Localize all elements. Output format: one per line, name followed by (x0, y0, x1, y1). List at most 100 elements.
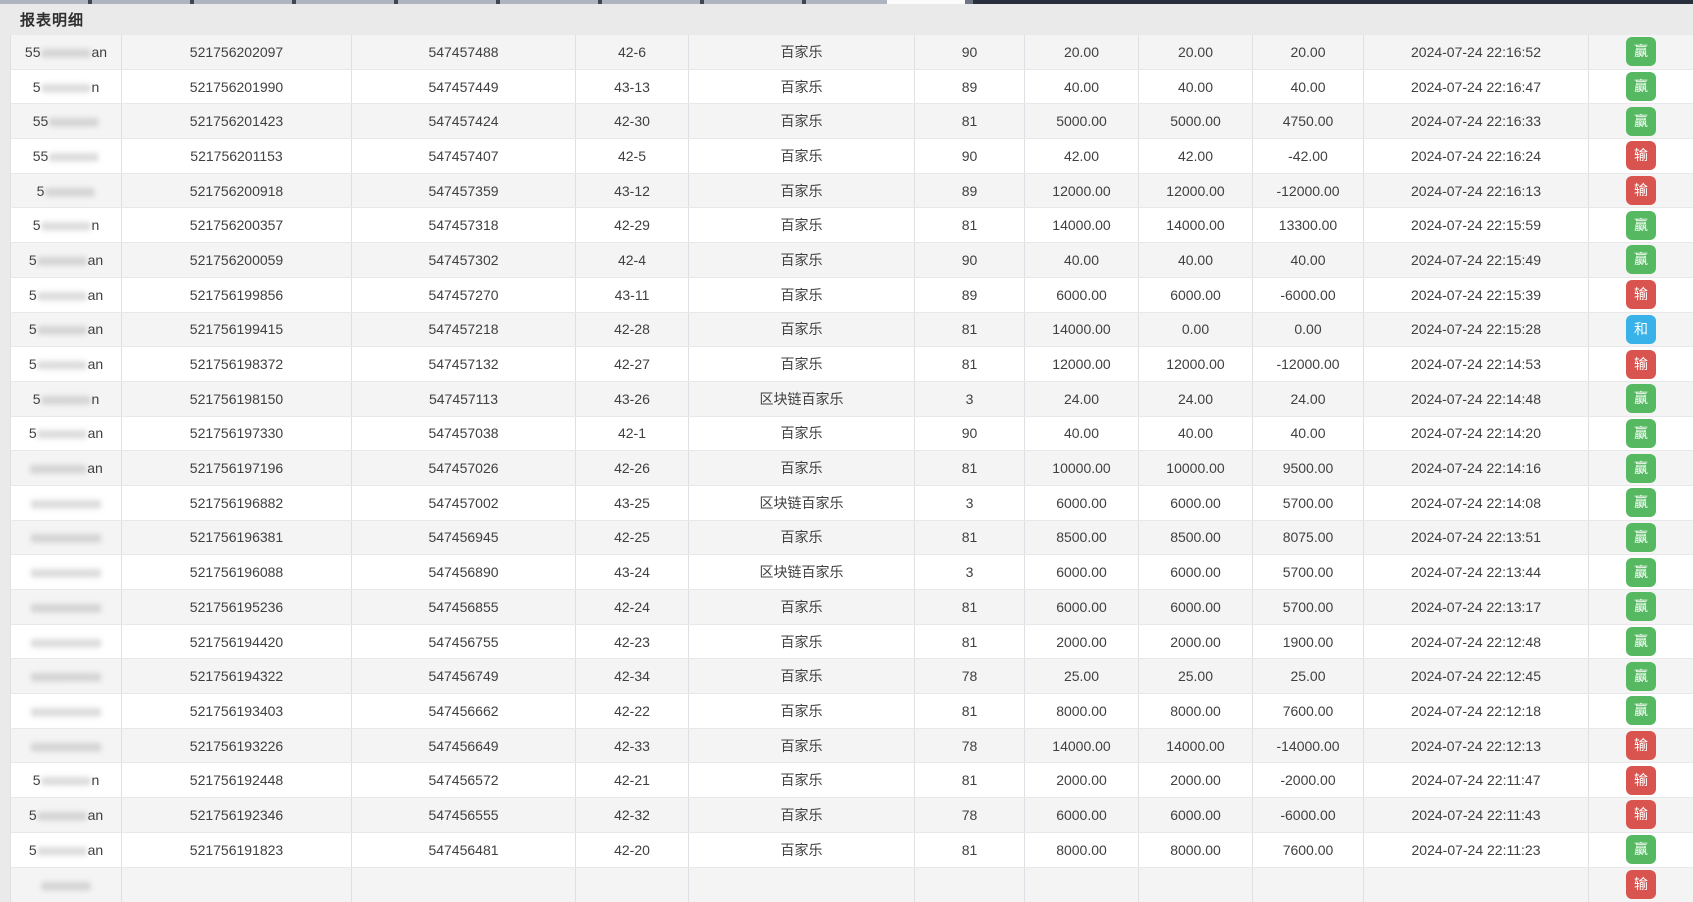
cell-result: 赢 (1588, 625, 1693, 659)
top-bar-divider (598, 0, 602, 4)
username-visible-prefix: 5 (29, 842, 37, 858)
cell-bet-time (1363, 868, 1588, 902)
username-visible-suffix: an (88, 287, 104, 303)
cell-bet-id: 521756192448 (121, 763, 351, 797)
cell-bet-id: 521756197330 (121, 417, 351, 451)
cell-table-number: 78 (914, 659, 1024, 693)
table-row: 5 xxxxxxx an 521756198372 547457132 42-2… (10, 347, 1693, 382)
cell-table-round: 42-5 (575, 139, 688, 173)
username-blurred-part: xxxxxxx (38, 425, 87, 441)
clipped-top-bar (0, 0, 1693, 4)
cell-bet-time: 2024-07-24 22:16:47 (1363, 70, 1588, 104)
cell-game-name: 百家乐 (688, 347, 914, 381)
cell-bet-id: 521756195236 (121, 590, 351, 624)
cell-game-name: 百家乐 (688, 833, 914, 867)
cell-game-name: 百家乐 (688, 139, 914, 173)
table-row: xxxxxxxxxx 521756194420 547456755 42-23 … (10, 625, 1693, 660)
cell-table-number: 81 (914, 590, 1024, 624)
cell-round-id: 547457038 (351, 417, 575, 451)
cell-bet-id: 521756196088 (121, 555, 351, 589)
cell-bet-time: 2024-07-24 22:14:20 (1363, 417, 1588, 451)
table-row: 5 xxxxxxx an 521756191823 547456481 42-2… (10, 833, 1693, 868)
cell-game-name: 区块链百家乐 (688, 382, 914, 416)
result-badge: 赢 (1626, 696, 1656, 725)
cell-result: 赢 (1588, 833, 1693, 867)
cell-valid-amount: 6000.00 (1138, 555, 1252, 589)
cell-username: 5 xxxxxxx an (10, 313, 121, 347)
cell-table-round: 43-12 (575, 174, 688, 208)
username-visible-suffix: an (88, 321, 104, 337)
cell-bet-time: 2024-07-24 22:14:48 (1363, 382, 1588, 416)
username-visible-prefix: 5 (33, 772, 41, 788)
table-row: 5 xxxxxxx an 521756199415 547457218 42-2… (10, 313, 1693, 348)
username-visible-prefix: 55 (33, 113, 49, 129)
cell-round-id: 547457488 (351, 35, 575, 69)
cell-round-id: 547456572 (351, 763, 575, 797)
cell-bet-time: 2024-07-24 22:14:08 (1363, 486, 1588, 520)
cell-bet-time: 2024-07-24 22:16:13 (1363, 174, 1588, 208)
cell-table-number: 89 (914, 174, 1024, 208)
cell-round-id: 547456755 (351, 625, 575, 659)
cell-result: 赢 (1588, 659, 1693, 693)
cell-bet-time: 2024-07-24 22:16:33 (1363, 104, 1588, 138)
cell-round-id: 547457026 (351, 451, 575, 485)
top-bar-light-segment (887, 0, 965, 4)
cell-round-id: 547456749 (351, 659, 575, 693)
username-blurred-part: xxxxxxx (42, 217, 91, 233)
username-blurred-part: xxxxxxxx (30, 460, 86, 476)
cell-game-name: 百家乐 (688, 451, 914, 485)
cell-table-round: 42-32 (575, 798, 688, 832)
cell-bet-id: 521756202097 (121, 35, 351, 69)
cell-result: 输 (1588, 139, 1693, 173)
username-visible-suffix: n (92, 772, 100, 788)
username-visible-prefix: 5 (29, 356, 37, 372)
cell-table-round: 43-26 (575, 382, 688, 416)
cell-username: 5 xxxxxxx an (10, 278, 121, 312)
cell-game-name: 百家乐 (688, 104, 914, 138)
cell-win-loss: 40.00 (1252, 70, 1363, 104)
cell-valid-amount: 0.00 (1138, 313, 1252, 347)
cell-bet-time: 2024-07-24 22:12:18 (1363, 694, 1588, 728)
cell-round-id: 547457318 (351, 208, 575, 242)
cell-table-round: 42-23 (575, 625, 688, 659)
username-visible-suffix: an (88, 425, 104, 441)
table-row: 55 xxxxxxx 521756201153 547457407 42-5 百… (10, 139, 1693, 174)
result-badge: 赢 (1626, 592, 1656, 621)
username-visible-suffix: an (88, 807, 104, 823)
cell-bet-amount: 8000.00 (1024, 833, 1138, 867)
result-badge: 输 (1626, 800, 1656, 829)
table-row: 5 xxxxxxx 521756200918 547457359 43-12 百… (10, 174, 1693, 209)
username-blurred-part: xxxxxxx (49, 148, 98, 164)
username-visible-prefix: 5 (37, 183, 45, 199)
result-badge: 赢 (1626, 627, 1656, 656)
cell-win-loss: 7600.00 (1252, 694, 1363, 728)
username-blurred-part: xxxxxxx (38, 842, 87, 858)
cell-table-number (914, 868, 1024, 902)
cell-result: 赢 (1588, 451, 1693, 485)
cell-username: xxxxxxxx an (10, 451, 121, 485)
cell-table-round: 42-26 (575, 451, 688, 485)
cell-game-name: 百家乐 (688, 208, 914, 242)
cell-username: 5 xxxxxxx (10, 174, 121, 208)
top-bar-divider (802, 0, 806, 4)
cell-bet-id: 521756199856 (121, 278, 351, 312)
cell-bet-time: 2024-07-24 22:12:45 (1363, 659, 1588, 693)
cell-game-name: 百家乐 (688, 659, 914, 693)
cell-result: 输 (1588, 729, 1693, 763)
cell-bet-amount: 40.00 (1024, 417, 1138, 451)
cell-table-round: 42-33 (575, 729, 688, 763)
username-visible-prefix: 5 (33, 217, 41, 233)
cell-result: 赢 (1588, 521, 1693, 555)
cell-game-name: 百家乐 (688, 590, 914, 624)
cell-win-loss: 13300.00 (1252, 208, 1363, 242)
cell-round-id: 547456555 (351, 798, 575, 832)
cell-table-number: 78 (914, 729, 1024, 763)
username-blurred-part: xxxxxxx (38, 252, 87, 268)
cell-game-name: 百家乐 (688, 243, 914, 277)
cell-bet-amount: 14000.00 (1024, 313, 1138, 347)
cell-username: 5 xxxxxxx n (10, 70, 121, 104)
cell-result: 赢 (1588, 243, 1693, 277)
cell-valid-amount: 6000.00 (1138, 486, 1252, 520)
cell-table-number: 89 (914, 278, 1024, 312)
cell-round-id: 547457449 (351, 70, 575, 104)
